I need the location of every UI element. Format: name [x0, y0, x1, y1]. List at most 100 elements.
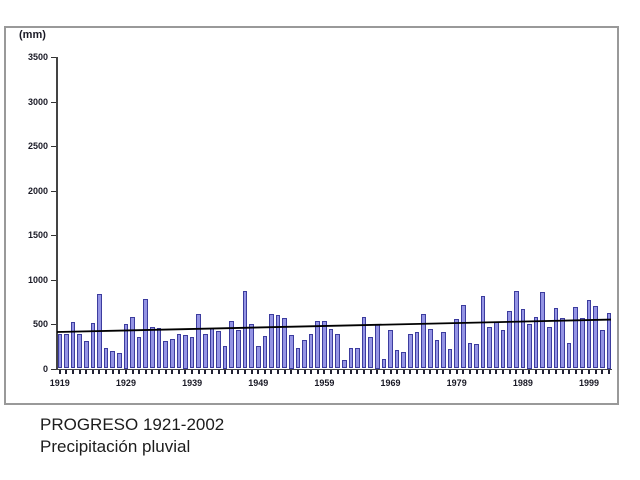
x-year-tick	[382, 370, 385, 374]
x-tick-label: 1919	[49, 377, 70, 388]
x-year-tick	[204, 370, 207, 374]
bar-1947	[242, 291, 248, 369]
bar-1924	[90, 322, 96, 369]
bar-1989	[520, 309, 526, 369]
y-tick-mark	[51, 190, 56, 192]
x-tick-label: 1979	[446, 377, 467, 388]
bar-1961	[335, 333, 340, 369]
y-tick-mark	[51, 101, 56, 103]
bar-1920	[64, 333, 69, 369]
x-year-tick	[131, 370, 134, 374]
bar-1960	[328, 328, 334, 369]
bar-1962	[341, 359, 347, 369]
x-year-tick	[283, 370, 286, 374]
x-year-tick	[197, 370, 200, 374]
bar-1953	[282, 317, 287, 369]
bar-1982	[474, 343, 479, 369]
x-year-tick	[105, 370, 108, 374]
x-year-tick	[78, 370, 81, 374]
x-axis	[57, 368, 612, 370]
x-tick-label: 1989	[512, 377, 533, 388]
y-tick-label: 3500	[27, 52, 48, 62]
bar-1932	[143, 299, 149, 369]
bar-1965	[361, 317, 367, 369]
y-tick-mark	[51, 146, 56, 147]
bar-1971	[401, 351, 407, 369]
bar-1941	[203, 333, 208, 369]
bar-1935	[163, 340, 168, 369]
bar-1968	[381, 358, 387, 369]
bar-1985	[494, 321, 499, 369]
bar-1979	[454, 319, 459, 369]
bar-1930	[130, 316, 135, 369]
bar-1973	[414, 331, 420, 369]
x-year-tick	[442, 370, 445, 374]
bar-1936	[169, 338, 175, 369]
x-year-tick	[343, 370, 346, 374]
x-year-tick	[416, 370, 418, 374]
bar-1980	[461, 304, 466, 369]
bar-1990	[527, 324, 532, 369]
y-tick-label: 3000	[27, 96, 48, 107]
x-year-tick	[290, 370, 293, 374]
bar-1958	[315, 321, 321, 369]
x-year-tick	[521, 370, 524, 374]
x-year-tick	[508, 370, 511, 374]
bar-1939	[189, 336, 195, 369]
bar-1943	[216, 331, 221, 369]
bar-1946	[236, 330, 241, 369]
x-year-tick	[323, 370, 326, 374]
x-year-tick	[336, 370, 339, 374]
x-year-tick	[435, 370, 438, 374]
bar-1991	[533, 316, 539, 369]
x-year-tick	[270, 370, 273, 374]
x-year-tick	[217, 370, 220, 374]
bar-1929	[123, 324, 129, 369]
x-year-tick	[422, 370, 425, 374]
x-year-tick	[475, 370, 478, 374]
x-tick-label: 1959	[314, 377, 335, 388]
bar-1963	[348, 348, 354, 369]
x-tick-label: 1929	[115, 377, 136, 388]
x-year-tick	[568, 370, 571, 374]
bar-1969	[388, 330, 393, 369]
bar-1921	[70, 321, 76, 369]
bar-1934	[156, 328, 162, 369]
x-year-tick	[369, 370, 372, 374]
x-year-tick	[257, 370, 260, 374]
bar-1933	[150, 327, 155, 369]
bar-1938	[183, 335, 188, 369]
x-year-tick	[98, 370, 101, 374]
x-year-tick	[548, 370, 551, 374]
x-year-tick	[535, 370, 538, 374]
x-year-tick	[124, 370, 127, 374]
y-tick-mark	[51, 368, 56, 370]
bar-1956	[302, 339, 307, 369]
x-year-tick	[396, 370, 399, 374]
x-year-tick	[376, 370, 379, 374]
bar-1983	[480, 296, 486, 369]
x-year-tick	[409, 370, 412, 374]
x-year-tick	[303, 370, 306, 374]
bar-1986	[500, 330, 506, 369]
bar-1978	[447, 349, 453, 369]
x-year-tick	[349, 370, 352, 374]
bar-1974	[421, 313, 426, 369]
bar-1957	[308, 334, 314, 369]
x-tick-label: 1999	[578, 377, 600, 388]
x-year-tick	[111, 370, 114, 374]
bar-1945	[229, 321, 235, 369]
x-year-tick	[230, 370, 233, 374]
x-year-tick	[65, 370, 68, 374]
y-tick-mark	[51, 235, 56, 236]
x-year-tick	[495, 370, 498, 374]
bar-1992	[540, 292, 545, 369]
x-year-tick	[144, 370, 147, 374]
chart-caption: PROGRESO 1921-2002 Precipitación pluvial	[40, 414, 224, 458]
x-year-tick	[250, 370, 253, 374]
x-year-tick	[296, 370, 299, 374]
x-year-tick	[158, 370, 161, 374]
y-tick-mark	[51, 324, 56, 325]
x-year-tick	[263, 370, 266, 374]
